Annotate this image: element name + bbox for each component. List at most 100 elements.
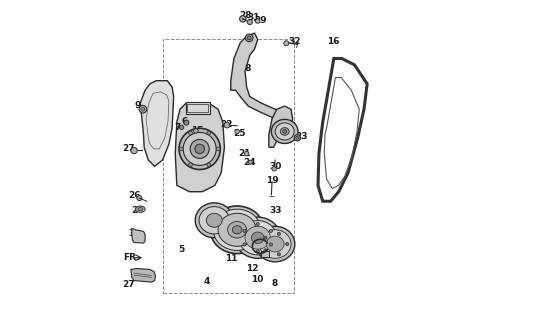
Circle shape xyxy=(207,163,211,167)
Circle shape xyxy=(294,135,300,141)
Circle shape xyxy=(139,105,147,113)
Text: 23: 23 xyxy=(295,132,307,141)
Text: 15: 15 xyxy=(190,126,203,135)
Circle shape xyxy=(256,222,259,226)
Text: 28: 28 xyxy=(239,11,251,20)
Circle shape xyxy=(283,130,287,133)
Circle shape xyxy=(256,250,259,253)
Circle shape xyxy=(194,129,198,133)
Text: 25: 25 xyxy=(233,130,246,139)
Text: 13: 13 xyxy=(225,229,238,238)
Text: 32: 32 xyxy=(288,36,300,45)
Circle shape xyxy=(216,147,220,151)
Bar xyxy=(187,104,208,112)
Polygon shape xyxy=(131,268,156,282)
Text: 27: 27 xyxy=(122,144,135,153)
Circle shape xyxy=(264,249,267,252)
Text: 8: 8 xyxy=(271,279,277,288)
Text: 3: 3 xyxy=(129,229,135,238)
Text: 30: 30 xyxy=(270,162,282,171)
Ellipse shape xyxy=(138,208,143,211)
Circle shape xyxy=(296,136,299,140)
Circle shape xyxy=(141,107,145,111)
Text: 10: 10 xyxy=(251,276,263,284)
Text: 11: 11 xyxy=(225,254,238,263)
Ellipse shape xyxy=(235,217,281,258)
Text: 17: 17 xyxy=(203,221,216,230)
Ellipse shape xyxy=(135,206,145,212)
Circle shape xyxy=(131,147,137,154)
Circle shape xyxy=(190,140,209,158)
Ellipse shape xyxy=(206,213,222,227)
Circle shape xyxy=(269,229,273,233)
Circle shape xyxy=(248,36,251,40)
Polygon shape xyxy=(140,81,174,166)
Ellipse shape xyxy=(239,220,277,255)
Ellipse shape xyxy=(232,226,242,234)
Text: 31: 31 xyxy=(248,13,260,22)
Text: 7: 7 xyxy=(175,123,181,132)
Text: 22: 22 xyxy=(220,120,232,129)
Text: 18: 18 xyxy=(239,63,251,73)
Circle shape xyxy=(184,120,189,125)
Text: 20: 20 xyxy=(281,117,293,126)
Circle shape xyxy=(189,131,193,135)
Text: 4: 4 xyxy=(203,277,209,286)
Polygon shape xyxy=(132,228,145,243)
Ellipse shape xyxy=(218,213,256,246)
Text: 33: 33 xyxy=(270,206,282,215)
Circle shape xyxy=(179,128,220,170)
Ellipse shape xyxy=(275,123,294,140)
Ellipse shape xyxy=(213,209,261,251)
Text: 29: 29 xyxy=(254,16,267,25)
Ellipse shape xyxy=(267,236,284,252)
Polygon shape xyxy=(231,33,285,122)
Text: 26: 26 xyxy=(128,191,140,200)
Ellipse shape xyxy=(195,203,233,238)
Circle shape xyxy=(264,236,267,239)
Circle shape xyxy=(244,151,249,156)
Ellipse shape xyxy=(259,230,291,258)
Circle shape xyxy=(189,163,193,167)
Circle shape xyxy=(224,122,230,128)
Circle shape xyxy=(195,144,205,154)
Ellipse shape xyxy=(210,206,264,253)
Circle shape xyxy=(245,34,253,42)
Text: 16: 16 xyxy=(327,37,339,46)
Circle shape xyxy=(272,167,276,171)
Ellipse shape xyxy=(271,119,298,143)
Ellipse shape xyxy=(245,226,270,249)
Text: 5: 5 xyxy=(178,245,184,254)
Circle shape xyxy=(180,147,183,151)
Ellipse shape xyxy=(280,128,289,135)
Ellipse shape xyxy=(251,232,264,244)
Circle shape xyxy=(277,253,281,256)
Circle shape xyxy=(269,243,273,246)
Text: 27: 27 xyxy=(122,280,135,289)
Text: 19: 19 xyxy=(265,176,279,185)
Text: FR.: FR. xyxy=(123,253,139,262)
Circle shape xyxy=(284,41,289,46)
Circle shape xyxy=(235,129,239,134)
Bar xyxy=(261,251,269,257)
Circle shape xyxy=(243,243,246,246)
Polygon shape xyxy=(269,106,293,147)
Ellipse shape xyxy=(256,226,295,262)
Circle shape xyxy=(249,160,252,164)
Ellipse shape xyxy=(199,207,230,234)
Circle shape xyxy=(256,19,260,23)
Circle shape xyxy=(137,196,142,201)
Circle shape xyxy=(240,16,246,22)
Circle shape xyxy=(183,132,216,165)
Text: 12: 12 xyxy=(246,264,258,273)
Text: 6: 6 xyxy=(181,117,187,126)
Circle shape xyxy=(277,232,281,236)
Circle shape xyxy=(207,131,211,135)
Ellipse shape xyxy=(227,221,246,238)
Text: 21: 21 xyxy=(238,148,250,157)
Circle shape xyxy=(248,20,252,25)
Polygon shape xyxy=(175,103,225,192)
Text: 2: 2 xyxy=(131,206,138,215)
Circle shape xyxy=(180,125,184,130)
Circle shape xyxy=(243,229,246,233)
